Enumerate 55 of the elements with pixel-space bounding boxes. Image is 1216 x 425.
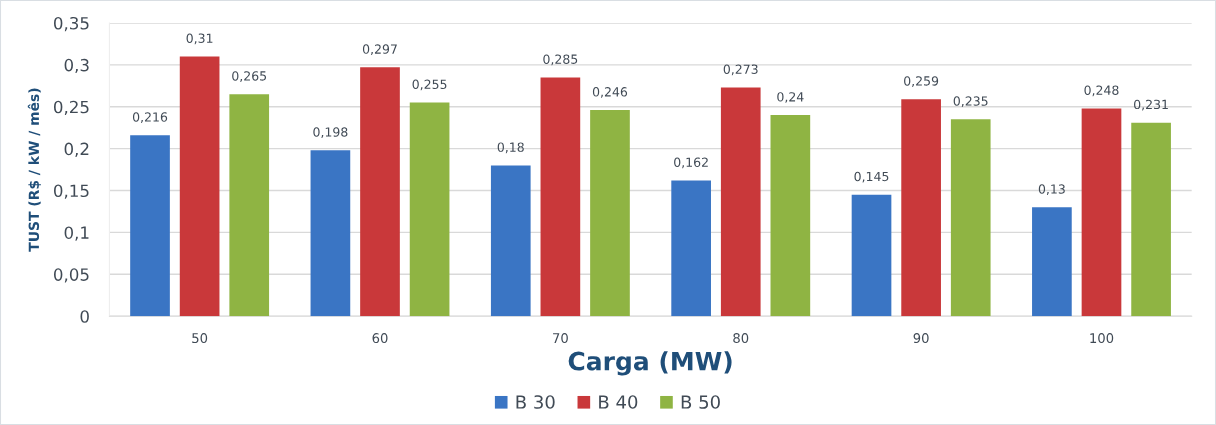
legend-label: B 30 [516, 395, 555, 409]
x-axis-title: Carga (MW) [568, 351, 732, 376]
data-label: 0,259 [904, 76, 939, 87]
legend-label: B 40 [599, 395, 638, 409]
data-label: 0,297 [362, 44, 397, 56]
bar [540, 77, 581, 317]
data-label: 0,198 [313, 127, 348, 139]
bar [851, 194, 892, 317]
y-tick-label: 0 [80, 310, 89, 323]
bar [409, 102, 450, 317]
data-label: 0,24 [777, 92, 804, 103]
x-tick-label: 80 [733, 333, 749, 344]
x-tick-label: 50 [192, 333, 208, 344]
data-label: 0,216 [132, 112, 168, 123]
bar [229, 94, 270, 317]
legend-label: B 50 [681, 395, 720, 409]
bar [1032, 207, 1072, 317]
y-tick-label: 0,1 [64, 226, 89, 241]
bar [590, 110, 630, 317]
y-tick-label: 0,05 [53, 268, 89, 283]
bar [310, 150, 351, 317]
x-tick-label: 100 [1090, 333, 1114, 344]
bar [671, 180, 711, 317]
y-tick-label: 0,3 [64, 58, 89, 74]
data-label: 0,13 [1038, 184, 1065, 196]
bar [720, 87, 761, 317]
data-label: 0,18 [497, 142, 524, 154]
data-label: 0,246 [592, 87, 628, 98]
bar [490, 165, 531, 317]
bar [950, 119, 991, 317]
data-label: 0,31 [186, 33, 213, 45]
bar [1131, 122, 1171, 317]
data-label: 0,265 [232, 71, 267, 82]
data-label: 0,248 [1084, 85, 1119, 97]
y-tick-label: 0,25 [53, 100, 89, 116]
bar [130, 135, 170, 317]
data-label: 0,255 [412, 79, 447, 91]
data-label: 0,231 [1134, 99, 1168, 111]
bar [179, 56, 220, 317]
data-label: 0,145 [854, 171, 889, 183]
x-tick-label: 60 [372, 333, 388, 344]
x-tick-label: 90 [913, 333, 929, 344]
data-label: 0,273 [723, 64, 758, 76]
y-tick-label: 0,35 [53, 16, 89, 32]
y-axis-title: TUST (R$ / kW / mês) [27, 88, 41, 252]
bar [360, 67, 400, 317]
data-label: 0,285 [543, 54, 578, 66]
x-tick-label: 70 [553, 333, 568, 344]
bar [901, 99, 941, 317]
data-label: 0,235 [953, 96, 988, 108]
y-tick-label: 0,2 [64, 142, 89, 157]
y-tick-label: 0,15 [53, 184, 89, 199]
bar [770, 115, 811, 317]
data-label: 0,162 [674, 157, 708, 169]
bar [1081, 108, 1122, 317]
